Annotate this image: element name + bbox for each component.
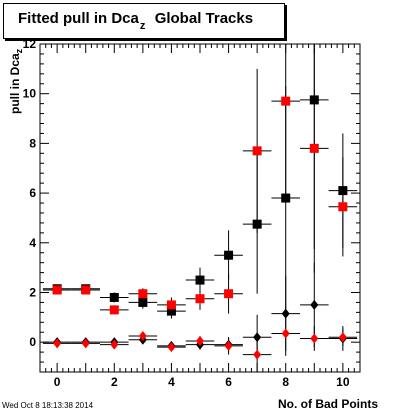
data-point-diamond (196, 335, 204, 346)
y-tick-label: 12 (23, 37, 37, 51)
data-point-diamond (310, 299, 319, 310)
axes-frame (39, 43, 361, 373)
x-tick-label: 2 (111, 375, 118, 389)
data-point-square (109, 292, 119, 302)
data-point-square (281, 193, 291, 203)
y-tick-label: 2 (29, 285, 36, 299)
data-point-diamond (110, 339, 119, 350)
data-point-square (138, 289, 148, 299)
chart-title-subscript: z (139, 20, 146, 32)
y-axis-label: pull in Dcaz (8, 48, 24, 114)
data-point-square (52, 285, 62, 295)
plot-frame (39, 43, 361, 373)
data-point-square (81, 285, 91, 295)
x-tick-label: 8 (282, 375, 289, 389)
y-tick-label: 0 (29, 335, 36, 349)
data-point-square (309, 143, 319, 153)
chart-title: Fitted pull in Dcaz Global Tracks (18, 10, 254, 32)
series-diamond-red (42, 311, 358, 372)
data-point-square (281, 96, 291, 106)
data-point-square (224, 289, 234, 299)
y-tick-label: 10 (23, 87, 37, 101)
data-point-diamond (81, 338, 90, 349)
series-square-red (42, 44, 358, 315)
chart-title-box: Fitted pull in Dcaz Global Tracks (3, 3, 285, 39)
y-tick-label: 8 (29, 136, 36, 150)
data-point-square (166, 300, 176, 310)
chart-title-main: Fitted pull in Dca (18, 10, 139, 27)
data-point-square (195, 275, 205, 285)
x-tick-label: 10 (336, 375, 350, 389)
y-tick-label: 6 (29, 186, 36, 200)
x-tick-label: 4 (168, 375, 175, 389)
data-point-diamond (138, 330, 147, 341)
x-axis-label: No. of Bad Points (278, 397, 378, 411)
y-axis-label-main: pull in Dca (8, 53, 22, 114)
timestamp-footer: Wed Oct 8 18:13:38 2014 (2, 401, 94, 410)
data-point-square (195, 294, 205, 304)
data-point-diamond (167, 342, 176, 353)
y-tick-label: 4 (29, 236, 36, 250)
tick-labels: 0 2 4 6 8 10 0 2 4 6 8 10 12 (23, 37, 350, 389)
data-point-diamond (253, 349, 262, 360)
series-square-black (42, 44, 358, 319)
data-point-diamond (281, 328, 290, 339)
data-point-square (338, 202, 348, 212)
y-axis-label-subscript: z (14, 48, 24, 54)
data-point-square (109, 305, 119, 315)
chart-title-tail: Global Tracks (154, 10, 254, 27)
data-series (42, 44, 358, 372)
data-point-square (138, 297, 148, 307)
data-point-diamond (338, 332, 347, 343)
x-tick-label: 6 (225, 375, 232, 389)
data-point-diamond (224, 340, 233, 351)
data-point-diamond (53, 338, 62, 349)
x-tick-label: 0 (54, 375, 61, 389)
data-point-diamond (310, 333, 319, 344)
axis-ticks (39, 43, 361, 372)
data-point-square (224, 250, 234, 260)
data-point-square (252, 146, 262, 156)
